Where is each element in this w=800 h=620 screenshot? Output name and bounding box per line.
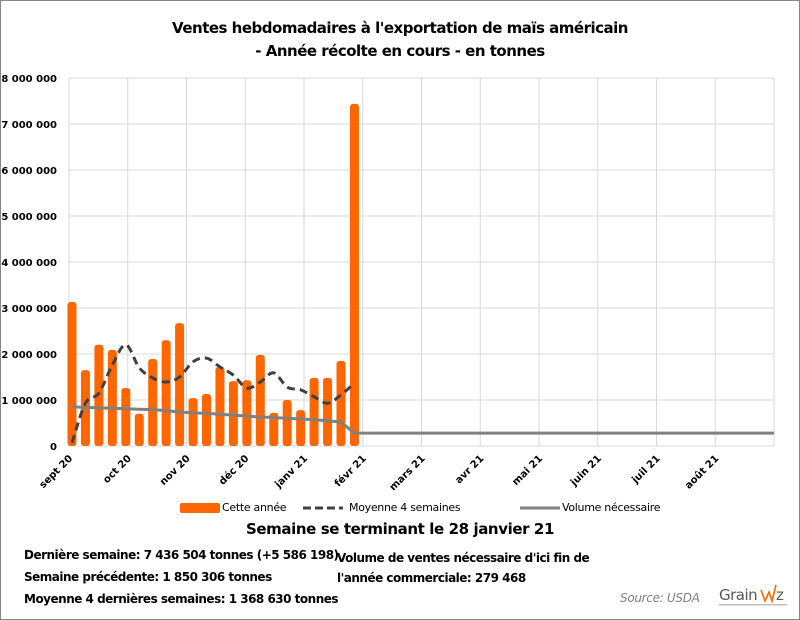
bar [242,380,252,446]
chart-title-line2: - Année récolte en cours - en tonnes [255,42,545,60]
svg-text:Grain: Grain [719,586,757,604]
x-tick-label: nov 20 [158,453,193,488]
bar [148,359,158,446]
stat-previous-week: Semaine précédente: 1 850 306 tonnes [24,570,272,584]
bar [228,381,238,446]
lines-series [70,343,774,444]
x-tick-label: déc 20 [217,453,252,488]
bar [255,354,265,446]
bar [215,366,225,446]
week-ending-subtitle: Semaine se terminant le 28 janvier 21 [245,520,554,538]
bar [296,410,306,446]
grainwiz-logo: Grain z [719,584,787,606]
x-tick-label: juil 21 [630,453,663,486]
x-tick-label: janv 21 [272,453,310,491]
x-tick-label: sept 20 [38,453,76,491]
bar [121,388,131,446]
x-tick-label: août 21 [683,453,722,492]
bar [309,377,319,446]
x-tick-label: oct 20 [101,453,134,486]
bars-series [67,103,359,447]
legend-item-cette-annee: Cette année [180,501,287,514]
stat-avg-4-weeks: Moyenne 4 dernières semaines: 1 368 630 … [24,592,339,606]
chart-plot: 0 1 000 000 2 000 000 3 000 000 4 000 000 5 0… [1,74,775,494]
y-tick-label: 4 000 000 [1,258,57,269]
legend-volume-label: Volume nécessaire [562,501,661,514]
legend-item-volume: Volume nécessaire [520,501,660,514]
x-tick-label: mai 21 [510,453,545,488]
source-label: Source: USDA [620,591,700,605]
y-tick-label: 2 000 000 [1,350,57,361]
x-tick-label: avr 21 [453,453,486,486]
y-tick-label: 7 000 000 [1,120,57,131]
gridlines [68,77,775,447]
svg-text:z: z [776,586,784,604]
bar [323,377,333,446]
legend-bar-swatch [180,502,220,513]
y-axis-ticks: 0 1 000 000 2 000 000 3 000 000 4 000 000 5 0… [1,74,57,453]
stat-volume-needed-line2: l'année commerciale: 279 468 [337,571,526,585]
y-tick-label: 5 000 000 [1,212,57,223]
stat-volume-needed-line1: Volume de ventes nécessaire d'ici fin de [337,551,590,565]
moyenne-4-semaines-line [70,343,356,444]
stat-last-week: Dernière semaine: 7 436 504 tonnes (+5 5… [24,548,339,562]
bar [202,394,211,446]
bar [282,400,292,446]
bar [134,413,144,446]
bar [269,412,279,446]
y-tick-label: 6 000 000 [1,166,57,177]
bar [349,103,359,447]
legend-line-swatch [520,506,560,509]
legend-bar-label: Cette année [222,501,287,514]
bar [161,340,171,446]
x-axis-ticks: sept 20 oct 20 nov 20 déc 20 janv 21 févr 21 m… [38,453,722,494]
chart-title-line1: Ventes hebdomadaires à l'exportation de … [172,19,628,37]
volume-necessaire-line [71,405,774,435]
bar [67,302,77,446]
legend-item-moyenne: Moyenne 4 semaines [303,501,461,514]
x-tick-label: mars 21 [388,453,428,493]
y-tick-label: 3 000 000 [1,304,57,315]
y-tick-label: 0 [50,442,57,453]
x-tick-label: juin 21 [568,453,604,489]
y-tick-label: 8 000 000 [1,74,57,85]
bar [175,323,185,446]
bar [188,398,198,446]
legend-avg-label: Moyenne 4 semaines [349,501,461,514]
legend-dashed-swatch [303,506,343,509]
x-tick-label: févr 21 [332,453,369,490]
bar [336,360,346,446]
bar [107,349,117,446]
y-tick-label: 1 000 000 [1,396,57,407]
